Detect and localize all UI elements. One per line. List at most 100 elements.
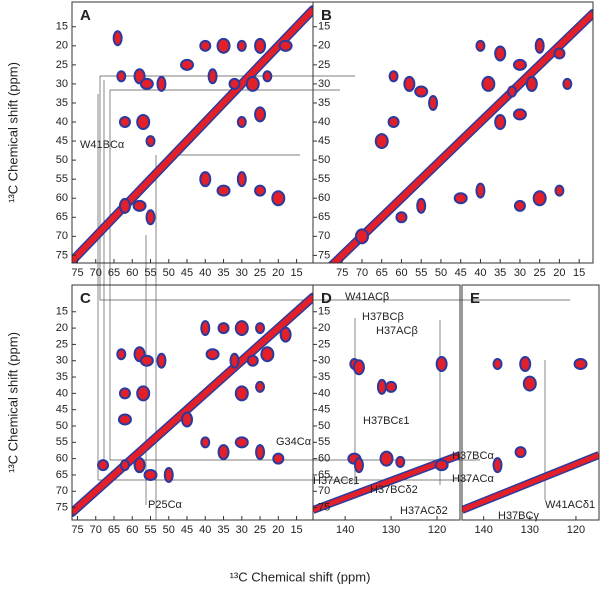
x-tick-label: 35 bbox=[217, 267, 229, 279]
cross-peak bbox=[234, 436, 249, 449]
cross-peak bbox=[145, 135, 156, 148]
y-tick-label: 25 bbox=[318, 338, 330, 350]
x-tick-label: 30 bbox=[236, 524, 248, 536]
x-tick-label: 30 bbox=[236, 267, 248, 279]
x-tick-label: 50 bbox=[435, 267, 447, 279]
y-tick-label: 30 bbox=[56, 355, 68, 367]
cross-peak bbox=[236, 171, 247, 188]
y-tick-label: 70 bbox=[56, 230, 68, 242]
cross-peak bbox=[494, 45, 507, 62]
x-tick-label: 15 bbox=[290, 267, 302, 279]
y-tick-label: 75 bbox=[56, 502, 68, 514]
plot-area bbox=[327, 8, 593, 263]
cross-peak bbox=[352, 359, 365, 376]
connector-lines bbox=[97, 75, 570, 520]
cross-peak bbox=[145, 209, 156, 226]
cross-peak bbox=[156, 352, 167, 369]
cross-peak bbox=[139, 77, 154, 90]
cross-peak bbox=[554, 184, 565, 197]
y-tick-label: 35 bbox=[318, 371, 330, 383]
x-tick-label: 75 bbox=[336, 267, 348, 279]
y-tick-label: 30 bbox=[318, 78, 330, 90]
annotation: H37ACδ2 bbox=[400, 505, 448, 517]
x-tick-label: 25 bbox=[534, 267, 546, 279]
y-tick-label: 75 bbox=[318, 249, 330, 261]
y-tick-label: 20 bbox=[56, 322, 68, 334]
y-tick-label: 35 bbox=[318, 97, 330, 109]
y-tick-label: 50 bbox=[318, 154, 330, 166]
cross-peak bbox=[255, 444, 266, 461]
cross-peak bbox=[118, 197, 131, 214]
annotation: G34Cα bbox=[276, 436, 312, 448]
cross-peak bbox=[156, 75, 167, 92]
cross-peak bbox=[116, 348, 127, 361]
y-tick-label: 30 bbox=[318, 355, 330, 367]
y-tick-label: 50 bbox=[56, 154, 68, 166]
cross-peak bbox=[200, 320, 211, 337]
x-tick-label: 140 bbox=[475, 524, 493, 536]
cross-peak bbox=[139, 354, 154, 367]
cross-peak bbox=[514, 446, 527, 459]
y-tick-label: 70 bbox=[318, 485, 330, 497]
annotation: W41ACδ1 bbox=[545, 499, 595, 511]
cross-peak bbox=[112, 30, 123, 47]
cross-peak bbox=[207, 68, 218, 85]
y-tick-label: 45 bbox=[56, 135, 68, 147]
y-tick-label: 25 bbox=[56, 59, 68, 71]
x-tick-label: 75 bbox=[71, 267, 83, 279]
cross-peak bbox=[199, 39, 212, 52]
y-tick-label: 25 bbox=[56, 338, 68, 350]
cross-peak bbox=[353, 457, 364, 474]
y-tick-label: 60 bbox=[56, 192, 68, 204]
cross-peak bbox=[492, 457, 503, 474]
annotation: H37ACε1 bbox=[313, 475, 359, 487]
x-tick-label: 40 bbox=[199, 524, 211, 536]
cross-peak bbox=[236, 116, 247, 129]
x-tick-label: 15 bbox=[573, 267, 585, 279]
cross-peak bbox=[136, 114, 151, 131]
cross-peak bbox=[553, 47, 566, 60]
cross-peak bbox=[512, 108, 527, 121]
y-tick-label: 50 bbox=[318, 420, 330, 432]
cross-peak bbox=[143, 468, 158, 481]
annotation: H37ACβ bbox=[376, 325, 418, 337]
y-tick-label: 65 bbox=[318, 211, 330, 223]
y-tick-label: 65 bbox=[56, 211, 68, 223]
panel-label: A bbox=[80, 7, 91, 24]
panel-frame bbox=[312, 284, 461, 521]
y-tick-label: 50 bbox=[56, 420, 68, 432]
y-tick-label: 60 bbox=[318, 453, 330, 465]
y-tick-label: 15 bbox=[318, 21, 330, 33]
y-tick-label: 45 bbox=[318, 404, 330, 416]
cross-peak bbox=[379, 450, 394, 467]
cross-peak bbox=[234, 320, 249, 337]
cross-peak bbox=[229, 352, 240, 369]
diagonal bbox=[462, 452, 599, 513]
y-tick-label: 30 bbox=[56, 78, 68, 90]
cross-peak bbox=[414, 85, 429, 98]
x-tick-label: 55 bbox=[144, 267, 156, 279]
annotation: P25Cα bbox=[148, 499, 183, 511]
annotation: H37BCγ bbox=[498, 510, 539, 522]
panel-label: C bbox=[80, 290, 91, 307]
cross-peak bbox=[494, 114, 507, 131]
annotation: W41ACβ bbox=[345, 291, 389, 303]
cross-peak bbox=[395, 211, 408, 224]
cross-peak bbox=[271, 190, 286, 207]
cross-peak bbox=[475, 39, 486, 52]
x-tick-label: 45 bbox=[181, 524, 193, 536]
y-tick-label: 40 bbox=[56, 387, 68, 399]
cross-peak bbox=[118, 387, 131, 400]
y-tick-label: 55 bbox=[318, 436, 330, 448]
cross-peak bbox=[435, 355, 448, 372]
cross-peak bbox=[395, 455, 406, 468]
x-tick-label: 25 bbox=[254, 267, 266, 279]
annotation: H37BCδ2 bbox=[370, 484, 418, 496]
cross-peak bbox=[387, 116, 400, 129]
y-tick-label: 65 bbox=[56, 469, 68, 481]
x-tick-label: 45 bbox=[181, 267, 193, 279]
cross-peak bbox=[119, 459, 130, 472]
panel-frame bbox=[461, 284, 600, 521]
x-axis-title: ¹³C Chemical shift (ppm) bbox=[230, 569, 371, 584]
